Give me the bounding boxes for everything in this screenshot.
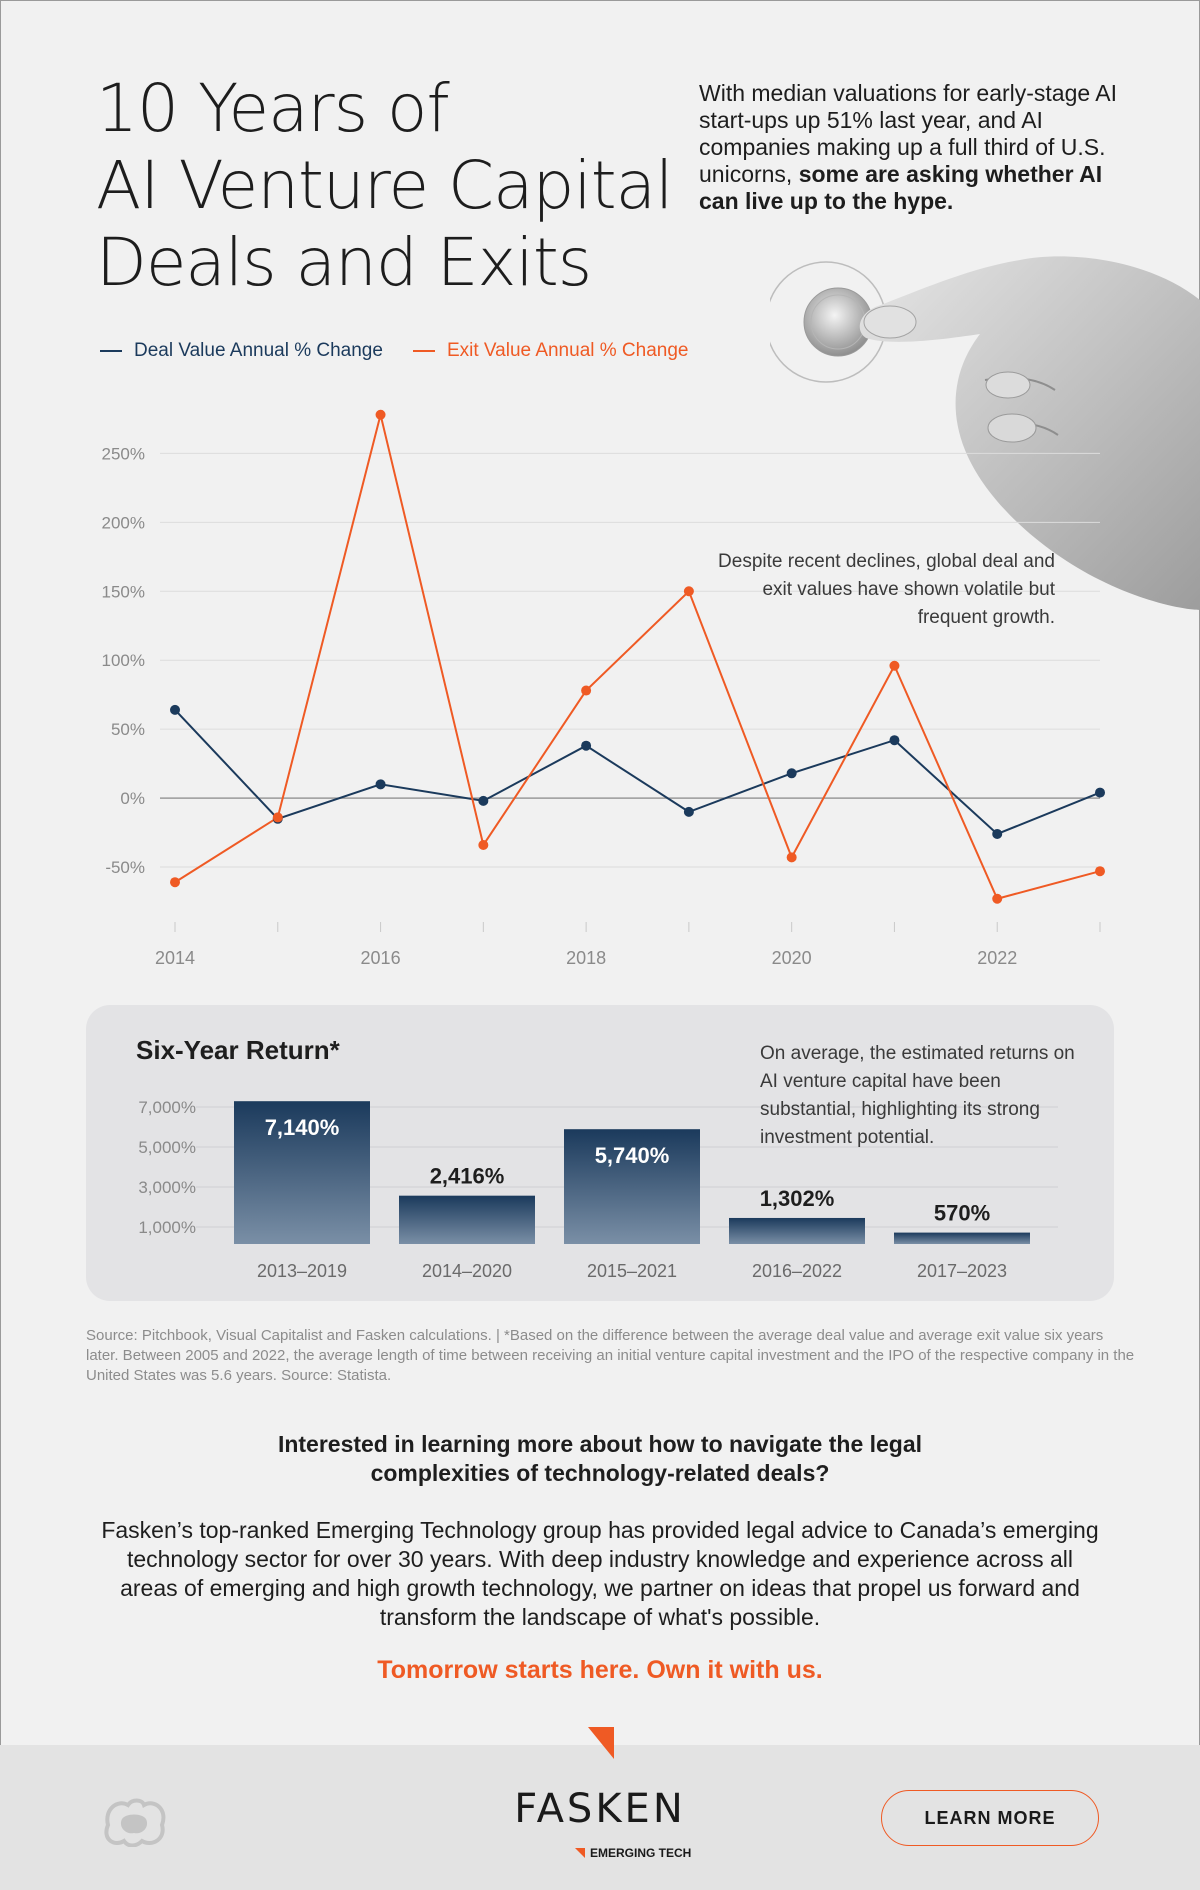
deal-point	[581, 740, 592, 751]
x-tick-label: 2018	[566, 948, 606, 968]
page-title: 10 Years of AI Venture Capital Deals and…	[96, 70, 676, 301]
brand-logo: FASKEN	[514, 1786, 686, 1832]
brand-subtitle: EMERGING TECH	[575, 1846, 691, 1860]
exit-point	[992, 893, 1003, 904]
y-tick-label: 100%	[102, 651, 145, 670]
brand-subtitle-triangle-icon	[575, 1848, 585, 1858]
x-tick-label: 2020	[772, 948, 812, 968]
legend-item-deal: Deal Value Annual % Change	[100, 340, 383, 362]
exit-point	[375, 409, 386, 420]
cta-question-line-2: complexities of technology-related deals…	[370, 1460, 830, 1486]
series-line-deal	[174, 709, 1101, 836]
deal-point	[170, 704, 180, 715]
intro-paragraph: With median valuations for early-stage A…	[699, 80, 1139, 215]
x-tick-label: 2022	[977, 948, 1017, 968]
fasken-triangle-icon	[588, 1727, 614, 1759]
line-chart-legend: Deal Value Annual % Change Exit Value An…	[100, 340, 689, 362]
y-tick-label: 250%	[102, 444, 145, 463]
legend-label-deal: Deal Value Annual % Change	[134, 340, 383, 361]
title-line-3: Deals and Exits	[96, 224, 592, 301]
bar-y-tick-label: 5,000%	[138, 1138, 196, 1157]
bar-category-label: 2014–2020	[422, 1261, 512, 1281]
deal-point	[375, 779, 386, 790]
bar-value-label: 2,416%	[430, 1164, 505, 1189]
source-note: Source: Pitchbook, Visual Capitalist and…	[86, 1327, 1135, 1384]
y-tick-label: 50%	[111, 720, 145, 739]
x-tick-label: 2014	[155, 948, 195, 968]
intro-text: With median valuations for early-stage A…	[699, 80, 1118, 187]
tagline: Tomorrow starts here. Own it with us.	[377, 1656, 823, 1684]
deal-point	[1095, 787, 1105, 798]
bar-chart: 7,000% 5,000% 3,000% 1,000% 7,140% 2013–2019 2…	[138, 1098, 1058, 1281]
bar	[399, 1195, 535, 1244]
bar-value-label: 5,740%	[595, 1143, 670, 1168]
deal-point	[992, 828, 1003, 839]
y-tick-label: 0%	[120, 789, 145, 808]
title-line-1: 10 Years of	[96, 70, 450, 147]
learn-more-button[interactable]: LEARN MORE	[881, 1790, 1099, 1846]
y-tick-label: 150%	[102, 582, 145, 601]
exit-point	[581, 685, 592, 696]
y-tick-label: 200%	[102, 513, 145, 532]
series-line-exit	[174, 414, 1101, 900]
bar-value-label: 1,302%	[760, 1186, 835, 1211]
cta-question: Interested in learning more about how to…	[0, 1430, 1200, 1488]
intro-bold-text: some are asking whether AI can live up t…	[699, 161, 1103, 214]
about-paragraph: Fasken’s top-ranked Emerging Technology …	[101, 1517, 1099, 1630]
bar-y-tick-label: 7,000%	[138, 1098, 196, 1117]
bar-value-label: 570%	[934, 1201, 990, 1226]
x-tick-label: 2016	[361, 948, 401, 968]
exit-point	[889, 660, 900, 671]
legend-swatch-deal	[100, 350, 122, 352]
line-chart-annotation: Despite recent declines, global deal and…	[718, 551, 1055, 628]
hand-holding-coin-illustration	[770, 256, 1200, 610]
exit-point	[683, 586, 694, 597]
legend-label-exit: Exit Value Annual % Change	[446, 340, 689, 361]
bar-category-label: 2017–2023	[917, 1261, 1007, 1281]
partner-logo-icon	[104, 1798, 166, 1847]
bar-y-tick-label: 3,000%	[138, 1178, 196, 1197]
bar-chart-note: On average, the estimated returns on AI …	[760, 1043, 1075, 1148]
bar-category-label: 2015–2021	[587, 1261, 677, 1281]
exit-point	[170, 877, 180, 888]
deal-point	[889, 735, 900, 746]
title-line-2: AI Venture Capital	[96, 147, 673, 224]
exit-point	[1095, 866, 1105, 877]
deal-point	[786, 768, 797, 779]
legend-item-exit: Exit Value Annual % Change	[412, 340, 689, 362]
deal-point	[478, 795, 489, 806]
bar	[564, 1129, 700, 1244]
deal-point	[683, 806, 694, 817]
bar-chart-title: Six-Year Return*	[136, 1035, 340, 1065]
line-chart: 250% 200% 150% 100% 50% 0% -50% 2014 2016 2018 202…	[102, 409, 1105, 968]
cta-question-line-1: Interested in learning more about how to…	[277, 1431, 923, 1457]
exit-point	[786, 852, 797, 863]
footer	[0, 1745, 1200, 1890]
exit-point	[478, 839, 489, 850]
brand-subtitle-text: EMERGING TECH	[590, 1846, 692, 1860]
bar-category-label: 2013–2019	[257, 1261, 347, 1281]
bar-category-label: 2016–2022	[752, 1261, 842, 1281]
bar-y-tick-label: 1,000%	[138, 1218, 196, 1237]
exit-point	[272, 812, 283, 823]
bar	[894, 1232, 1030, 1244]
bar	[234, 1101, 370, 1244]
legend-swatch-exit	[412, 350, 435, 352]
bar-value-label: 7,140%	[265, 1115, 340, 1140]
y-tick-label: -50%	[105, 858, 145, 877]
bar	[729, 1217, 865, 1244]
